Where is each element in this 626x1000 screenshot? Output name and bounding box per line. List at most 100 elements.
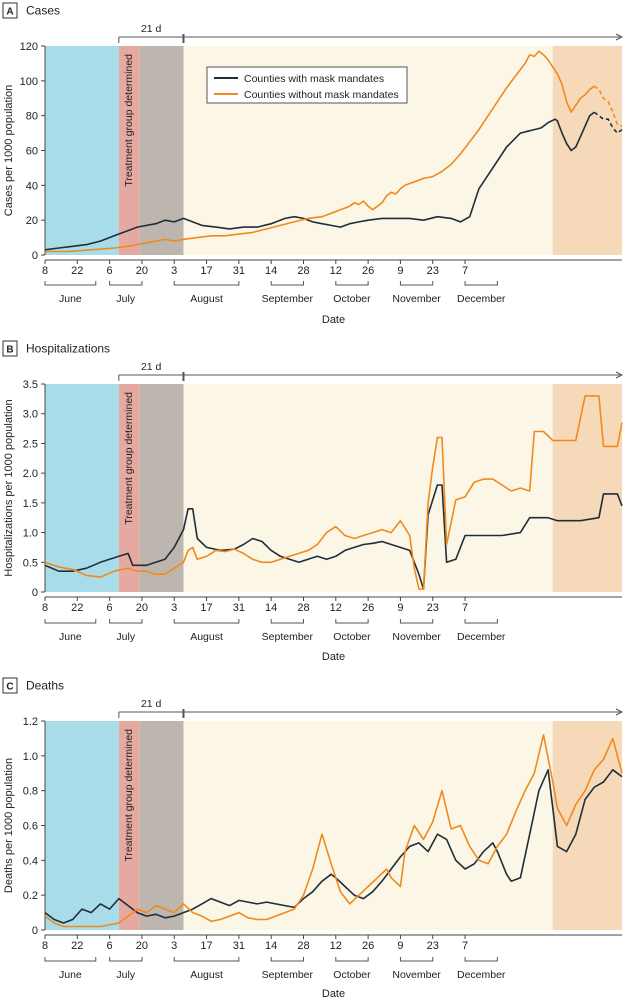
x-tick-label: 8 bbox=[42, 265, 48, 277]
month-label: October bbox=[333, 969, 371, 981]
month-label: November bbox=[392, 631, 441, 643]
month-bracket bbox=[109, 619, 143, 624]
month-label: September bbox=[262, 631, 314, 643]
band-blue_band bbox=[45, 721, 119, 930]
band-blue_band bbox=[45, 384, 119, 592]
band-red_band bbox=[118, 46, 140, 255]
series-line-mask bbox=[44, 769, 623, 924]
legend: Counties with mask mandates Counties with… bbox=[206, 66, 408, 104]
month-bracket bbox=[44, 957, 97, 962]
x-tick-label: 22 bbox=[71, 940, 83, 952]
band-blue_band bbox=[45, 46, 119, 255]
month-label: June bbox=[59, 631, 82, 643]
y-tick-label: 60 bbox=[26, 146, 38, 158]
x-axis-label: Date bbox=[322, 314, 345, 326]
y-tick-label: 3.0 bbox=[23, 409, 38, 421]
month-bracket bbox=[464, 619, 498, 624]
x-tick-label: 3 bbox=[171, 602, 177, 614]
y-tick-label: 120 bbox=[20, 41, 38, 53]
month-bracket bbox=[335, 957, 369, 962]
month-bracket bbox=[109, 957, 143, 962]
x-axis-label: Date bbox=[322, 988, 345, 1000]
series-line-no-mask bbox=[45, 50, 595, 253]
y-tick-label: 1.2 bbox=[23, 716, 38, 728]
legend-label-mask: Counties with mask mandates bbox=[244, 73, 384, 85]
month-bracket bbox=[399, 957, 434, 962]
x-tick-label: 20 bbox=[136, 265, 148, 277]
month-label: September bbox=[262, 293, 314, 305]
x-tick-label: 14 bbox=[265, 602, 277, 614]
month-bracket bbox=[270, 957, 304, 962]
month-label: August bbox=[190, 631, 223, 643]
y-tick-label: 0 bbox=[32, 250, 38, 262]
panel-title: Cases bbox=[26, 4, 60, 18]
x-tick-label: 9 bbox=[397, 265, 403, 277]
month-bracket bbox=[270, 281, 304, 286]
series-line-no-mask bbox=[44, 395, 623, 590]
panel-deaths: C Deaths 21 d Treatment group determined 0 0.… bbox=[2, 677, 624, 1000]
x-tick-label: 14 bbox=[265, 265, 277, 277]
panel-hospitalizations: B Hospitalizations 21 d Treatment group det… bbox=[2, 340, 624, 663]
treatment-label: Treatment group determined bbox=[123, 729, 135, 862]
legend-label-no-mask: Counties without mask mandates bbox=[244, 89, 399, 101]
x-tick-label: 8 bbox=[42, 602, 48, 614]
month-label: August bbox=[190, 969, 223, 981]
panel-letter: C bbox=[6, 682, 13, 693]
window-arrow-head bbox=[615, 371, 624, 379]
band-gray_band bbox=[139, 384, 184, 592]
month-label: December bbox=[457, 293, 506, 305]
x-tick-label: 31 bbox=[233, 602, 245, 614]
y-tick-label: 0.8 bbox=[23, 786, 38, 798]
y-axis-label: Hospitalizations per 1000 population bbox=[3, 399, 15, 576]
x-axis-label: Date bbox=[322, 651, 345, 663]
y-tick-label: 2.0 bbox=[23, 468, 38, 480]
panel-letter: A bbox=[6, 7, 13, 18]
band-beige_band bbox=[183, 721, 553, 930]
x-tick-label: 26 bbox=[362, 940, 374, 952]
x-tick-label: 17 bbox=[200, 940, 212, 952]
month-bracket bbox=[335, 281, 369, 286]
month-bracket bbox=[173, 957, 240, 962]
window-label: 21 d bbox=[141, 361, 162, 373]
x-tick-label: 6 bbox=[107, 602, 113, 614]
window-arrow-head bbox=[615, 708, 624, 716]
month-bracket bbox=[464, 281, 498, 286]
panel-title: Deaths bbox=[26, 679, 64, 693]
band-red_band bbox=[118, 384, 140, 592]
month-label: September bbox=[262, 969, 314, 981]
month-label: July bbox=[116, 969, 135, 981]
y-tick-label: 2.5 bbox=[23, 438, 38, 450]
panel-cases: A Cases 21 d Treatment group determined 0 20 4… bbox=[2, 2, 624, 326]
band-peach_band bbox=[552, 46, 622, 255]
treatment-label: Treatment group determined bbox=[123, 54, 135, 187]
panel-letter: B bbox=[6, 345, 13, 356]
series-line-mask bbox=[44, 111, 595, 251]
band-beige_band bbox=[183, 384, 553, 592]
y-tick-label: 0.4 bbox=[23, 855, 38, 867]
panel-letter-box bbox=[2, 2, 18, 19]
x-tick-label: 28 bbox=[297, 602, 309, 614]
x-tick-label: 20 bbox=[136, 940, 148, 952]
series-line-mask bbox=[44, 484, 623, 590]
series-projection-no-mask bbox=[593, 85, 623, 127]
month-label: October bbox=[333, 631, 371, 643]
window-label: 21 d bbox=[141, 698, 162, 710]
y-tick-label: 0.5 bbox=[23, 557, 38, 569]
x-tick-label: 26 bbox=[362, 602, 374, 614]
month-bracket bbox=[173, 619, 240, 624]
month-label: October bbox=[333, 293, 371, 305]
month-label: June bbox=[59, 969, 82, 981]
series-projection-mask bbox=[593, 111, 623, 135]
month-label: December bbox=[457, 631, 506, 643]
y-axis-label: Cases per 1000 population bbox=[3, 85, 15, 216]
x-tick-label: 26 bbox=[362, 265, 374, 277]
y-tick-label: 0.2 bbox=[23, 890, 38, 902]
series-line-no-mask bbox=[44, 734, 623, 928]
y-tick-label: 0 bbox=[32, 925, 38, 937]
x-tick-label: 31 bbox=[233, 265, 245, 277]
y-tick-label: 0 bbox=[32, 587, 38, 599]
month-bracket bbox=[335, 619, 369, 624]
month-bracket bbox=[173, 281, 240, 286]
month-bracket bbox=[464, 957, 498, 962]
x-tick-label: 28 bbox=[297, 940, 309, 952]
